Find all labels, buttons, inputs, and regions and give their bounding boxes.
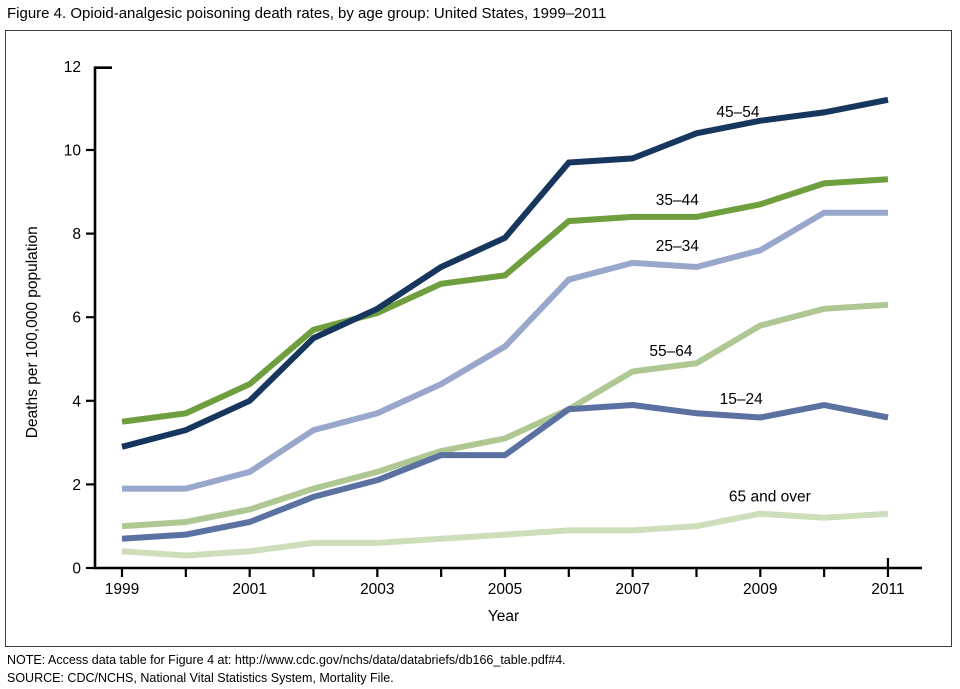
x-tick-label: 2011 — [871, 581, 904, 598]
line-65-and-over — [121, 510, 889, 559]
y-tick-label: 8 — [72, 226, 81, 243]
x-tick-label: 1999 — [105, 581, 139, 598]
y-tick-label: 6 — [72, 310, 81, 327]
chart-frame: 0 2 4 6 8 10 12 1999 2001 2003 2005 2007 2009 2011 Yea… — [5, 30, 952, 647]
line-25-34 — [122, 209, 888, 492]
y-axis-title: Deaths per 100,000 population — [24, 226, 41, 438]
x-tick-label: 2009 — [743, 581, 777, 598]
label-65-and-over: 65 and over — [729, 489, 811, 506]
x-axis-title: Year — [488, 608, 519, 625]
label-15-24: 15–24 — [720, 391, 763, 408]
y-tick-label: 12 — [64, 59, 81, 76]
line-55-64 — [121, 301, 889, 530]
y-tick-label: 10 — [64, 143, 82, 160]
label-55-64: 55–64 — [649, 343, 692, 360]
x-tick-label: 2007 — [615, 581, 649, 598]
figure-title: Figure 4. Opioid-analgesic poisoning dea… — [7, 5, 607, 22]
x-tick-label: 2003 — [360, 581, 394, 598]
x-tick-label: 2001 — [232, 581, 266, 598]
y-tick-label: 2 — [72, 477, 81, 494]
line-35-44 — [121, 176, 889, 425]
x-tick-label: 2005 — [488, 581, 522, 598]
line-15-24 — [121, 401, 889, 542]
opioid-death-rates-chart: 0 2 4 6 8 10 12 1999 2001 2003 2005 2007 2009 2011 Yea… — [24, 59, 922, 625]
y-tick-label: 0 — [72, 561, 81, 578]
y-tick-label: 4 — [72, 393, 81, 410]
label-25-34: 25–34 — [656, 238, 699, 255]
label-45-54: 45–54 — [716, 104, 759, 121]
source-text: SOURCE: CDC/NCHS, National Vital Statist… — [7, 671, 394, 685]
label-35-44: 35–44 — [656, 192, 699, 209]
line-45-54 — [121, 96, 889, 450]
note-text: NOTE: Access data table for Figure 4 at:… — [7, 653, 566, 667]
